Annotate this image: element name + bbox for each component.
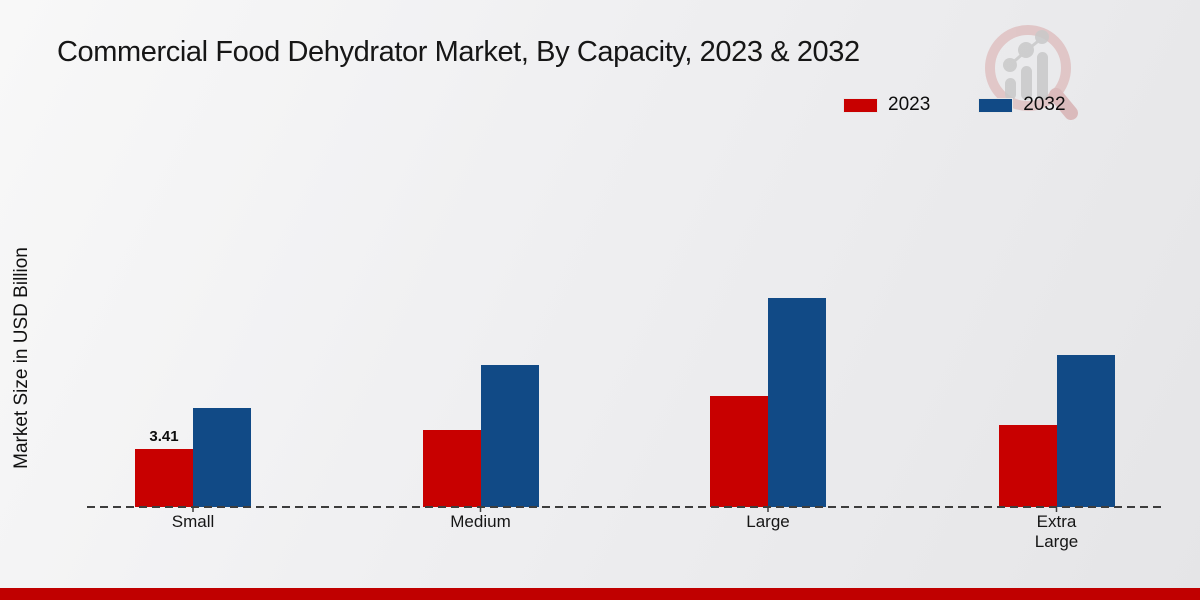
legend-label-2032: 2032 bbox=[1023, 94, 1066, 115]
magnifier-bar-chart-logo-icon bbox=[985, 25, 1078, 120]
footer-accent-bar bbox=[0, 588, 1200, 600]
legend: 2023 2032 bbox=[843, 94, 1066, 116]
x-tick-label-extra-large: Extra Large bbox=[1034, 512, 1079, 551]
bar-2023-medium bbox=[422, 430, 481, 507]
bar-2032-extra-large bbox=[1056, 355, 1115, 507]
legend-swatch-2023 bbox=[843, 97, 878, 113]
x-tick-label-small: Small bbox=[171, 512, 215, 531]
bar-2032-small bbox=[193, 408, 251, 507]
bar-2023-small bbox=[135, 449, 193, 507]
bar-2032-medium bbox=[480, 365, 539, 507]
bar-2032-large bbox=[768, 298, 826, 507]
bar-2023-extra-large bbox=[998, 425, 1057, 507]
legend-item-2023: 2023 bbox=[843, 94, 930, 116]
y-axis-label: Market Size in USD Billion bbox=[11, 247, 32, 469]
data-label-2023-small: 3.41 bbox=[149, 428, 179, 445]
x-tick-label-medium: Medium bbox=[450, 512, 511, 531]
x-tick-label-large: Large bbox=[746, 512, 790, 531]
bar-2023-large bbox=[710, 396, 768, 507]
legend-item-2032: 2032 bbox=[978, 94, 1066, 116]
legend-label-2023: 2023 bbox=[888, 94, 931, 115]
chart-title: Commercial Food Dehydrator Market, By Ca… bbox=[57, 36, 860, 68]
legend-swatch-2032 bbox=[978, 97, 1014, 113]
